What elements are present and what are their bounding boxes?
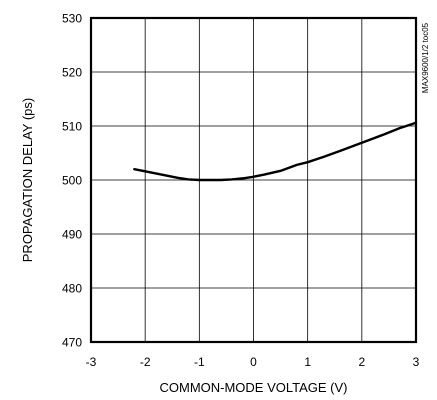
x-tick-label: 3: [413, 355, 420, 369]
y-axis-title: PROPAGATION DELAY (ps): [20, 98, 35, 262]
grid-layer: [91, 18, 416, 342]
x-tick-label: -2: [140, 355, 151, 369]
y-tick-label: 520: [62, 66, 82, 80]
x-tick-label: -1: [194, 355, 205, 369]
plot-frame: [89, 16, 418, 344]
x-tick-label: -3: [86, 355, 97, 369]
y-tick-label: 490: [62, 228, 82, 242]
x-tick-label: 2: [358, 355, 365, 369]
series-layer: [133, 121, 418, 182]
x-tick-label: 1: [304, 355, 311, 369]
x-axis-title: COMMON-MODE VOLTAGE (V): [159, 380, 347, 395]
figure-code-label: MAX9600/1/2 toc05: [421, 22, 430, 93]
y-tick-label: 530: [62, 12, 82, 26]
y-tick-label: 500: [62, 174, 82, 188]
y-tick-label: 470: [62, 336, 82, 350]
y-tick-label: 510: [62, 120, 82, 134]
series-line-0: [133, 121, 418, 182]
x-tick-label: 0: [250, 355, 257, 369]
y-tick-label: 480: [62, 282, 82, 296]
tick-layer: -3 -2 -1 0 1 2 3 470 480 490 500 510 520 530: [62, 12, 420, 370]
